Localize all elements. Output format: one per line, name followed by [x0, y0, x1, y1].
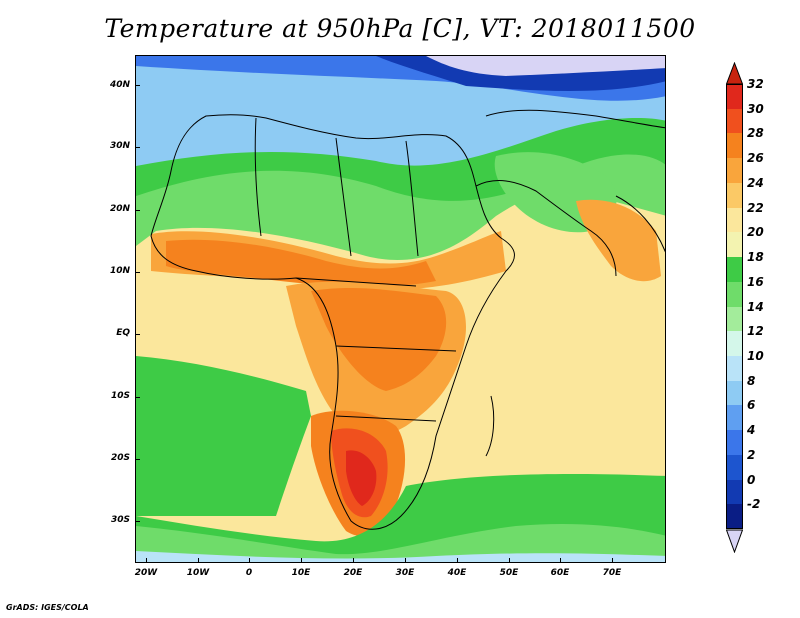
lon-tick — [146, 558, 147, 563]
colorbar-top-arrow — [726, 62, 743, 85]
lat-tick — [135, 147, 140, 148]
lat-label-40n: 40N — [109, 80, 130, 90]
colorbar-swatch — [726, 504, 743, 530]
lon-label-10e: 10E — [291, 568, 311, 578]
lon-tick — [560, 558, 561, 563]
lon-label-30e: 30E — [395, 568, 415, 578]
colorbar-swatch — [726, 133, 743, 159]
map-title: Temperature at 950hPa [C], VT: 201801150… — [104, 14, 696, 43]
lat-label-30n: 30N — [109, 141, 130, 151]
lat-label-20s: 20S — [110, 453, 130, 463]
colorbar-swatch — [726, 108, 743, 134]
lon-tick — [509, 558, 510, 563]
temperature-field — [136, 56, 665, 562]
lat-label-20n: 20N — [109, 204, 130, 214]
colorbar-label: 16 — [747, 274, 764, 289]
lat-label-10s: 10S — [110, 391, 130, 401]
lon-tick — [198, 558, 199, 563]
lon-tick — [249, 558, 250, 563]
lon-tick — [457, 558, 458, 563]
lon-label-70e: 70E — [602, 568, 622, 578]
colorbar-swatch — [726, 281, 743, 307]
colorbar-label: 24 — [747, 175, 764, 190]
colorbar-label: 12 — [747, 324, 764, 339]
colorbar — [726, 84, 743, 530]
lon-label-50e: 50E — [499, 568, 519, 578]
colorbar-label: 22 — [747, 200, 764, 215]
colorbar-label: 18 — [747, 250, 764, 265]
colorbar-label: -2 — [747, 497, 761, 512]
colorbar-swatch — [726, 158, 743, 184]
colorbar-label: 28 — [747, 126, 764, 141]
lat-label-30s: 30S — [110, 515, 130, 525]
lat-tick — [135, 397, 140, 398]
lon-label-40e: 40E — [447, 568, 467, 578]
colorbar-swatch — [726, 454, 743, 481]
lat-tick — [135, 85, 140, 86]
colorbar-swatch — [726, 232, 743, 258]
colorbar-label: 20 — [747, 225, 764, 240]
colorbar-bottom-arrow — [726, 529, 743, 553]
lat-tick — [135, 459, 140, 460]
colorbar-label: 26 — [747, 151, 764, 166]
lat-label-eq: EQ — [116, 328, 130, 338]
lon-tick — [301, 558, 302, 563]
lon-tick — [353, 558, 354, 563]
colorbar-label: 32 — [747, 77, 764, 91]
lon-label-0: 0 — [245, 568, 253, 578]
colorbar-swatch — [726, 257, 743, 283]
lat-tick — [135, 272, 140, 273]
colorbar-swatch — [726, 306, 743, 332]
colorbar-label: 0 — [747, 472, 756, 487]
colorbar-swatch — [726, 84, 743, 110]
colorbar-swatch — [726, 430, 743, 456]
colorbar-swatch — [726, 355, 743, 382]
lon-label-60e: 60E — [550, 568, 570, 578]
colorbar-swatch — [726, 182, 743, 209]
colorbar-label: 6 — [747, 398, 756, 413]
lon-tick — [612, 558, 613, 563]
colorbar-swatch — [726, 405, 743, 431]
colorbar-label: 4 — [747, 423, 756, 438]
lon-label-20e: 20E — [343, 568, 363, 578]
colorbar-swatch — [726, 479, 743, 505]
lon-tick — [405, 558, 406, 563]
temperature-map — [135, 55, 666, 563]
colorbar-label: 30 — [747, 101, 764, 116]
lon-label-20w: 20W — [134, 568, 158, 578]
colorbar-label: 2 — [747, 447, 756, 462]
lon-label-10w: 10W — [186, 568, 210, 578]
colorbar-swatch — [726, 207, 743, 233]
colorbar-swatch — [726, 380, 743, 406]
colorbar-label: 10 — [747, 348, 764, 363]
lat-tick — [135, 521, 140, 522]
lat-label-10n: 10N — [109, 266, 130, 276]
credit-text: GrADS: IGES/COLA — [6, 603, 89, 612]
colorbar-swatch — [726, 331, 743, 357]
colorbar-label: 14 — [747, 299, 764, 314]
lat-tick — [135, 334, 140, 335]
colorbar-label: 8 — [747, 373, 756, 388]
lat-tick — [135, 210, 140, 211]
